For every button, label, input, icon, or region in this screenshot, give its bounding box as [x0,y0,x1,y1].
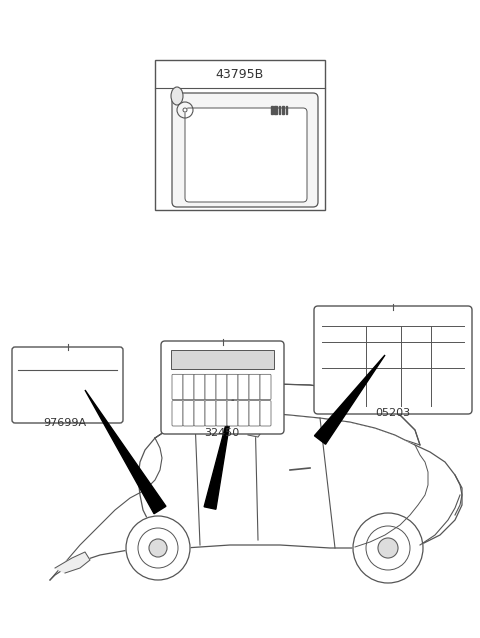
Polygon shape [55,552,90,573]
FancyBboxPatch shape [194,375,205,399]
Bar [286,106,287,114]
FancyBboxPatch shape [216,375,227,399]
Bar [278,106,279,114]
Polygon shape [155,384,420,445]
FancyBboxPatch shape [185,108,307,202]
FancyBboxPatch shape [172,375,183,399]
Bar [155,60,325,210]
Polygon shape [50,412,462,580]
Circle shape [378,538,398,558]
FancyBboxPatch shape [260,375,271,399]
Polygon shape [248,425,263,437]
Ellipse shape [171,87,183,105]
FancyBboxPatch shape [216,401,227,426]
Circle shape [353,513,423,583]
FancyBboxPatch shape [205,375,216,399]
Polygon shape [85,390,166,514]
FancyBboxPatch shape [12,347,123,423]
FancyBboxPatch shape [249,401,260,426]
FancyBboxPatch shape [238,401,249,426]
Text: 43795B: 43795B [216,68,264,80]
FancyBboxPatch shape [172,401,183,426]
Text: 32450: 32450 [204,428,240,438]
FancyBboxPatch shape [314,306,472,414]
Bar [283,106,284,114]
Circle shape [183,108,187,112]
Text: 05203: 05203 [375,408,410,418]
Bar [274,106,275,114]
FancyBboxPatch shape [249,375,260,399]
FancyBboxPatch shape [183,375,194,399]
FancyBboxPatch shape [161,341,284,434]
FancyBboxPatch shape [238,375,249,399]
FancyBboxPatch shape [227,401,238,426]
FancyBboxPatch shape [205,401,216,426]
Bar [276,106,277,114]
Circle shape [126,516,190,580]
Polygon shape [314,355,385,444]
Text: 97699A: 97699A [43,418,86,428]
Bar [282,106,283,114]
FancyBboxPatch shape [260,401,271,426]
FancyBboxPatch shape [194,401,205,426]
FancyBboxPatch shape [171,350,274,369]
FancyBboxPatch shape [172,93,318,207]
Polygon shape [204,390,235,509]
FancyBboxPatch shape [183,401,194,426]
Circle shape [149,539,167,557]
Bar [271,106,273,114]
FancyBboxPatch shape [227,375,238,399]
